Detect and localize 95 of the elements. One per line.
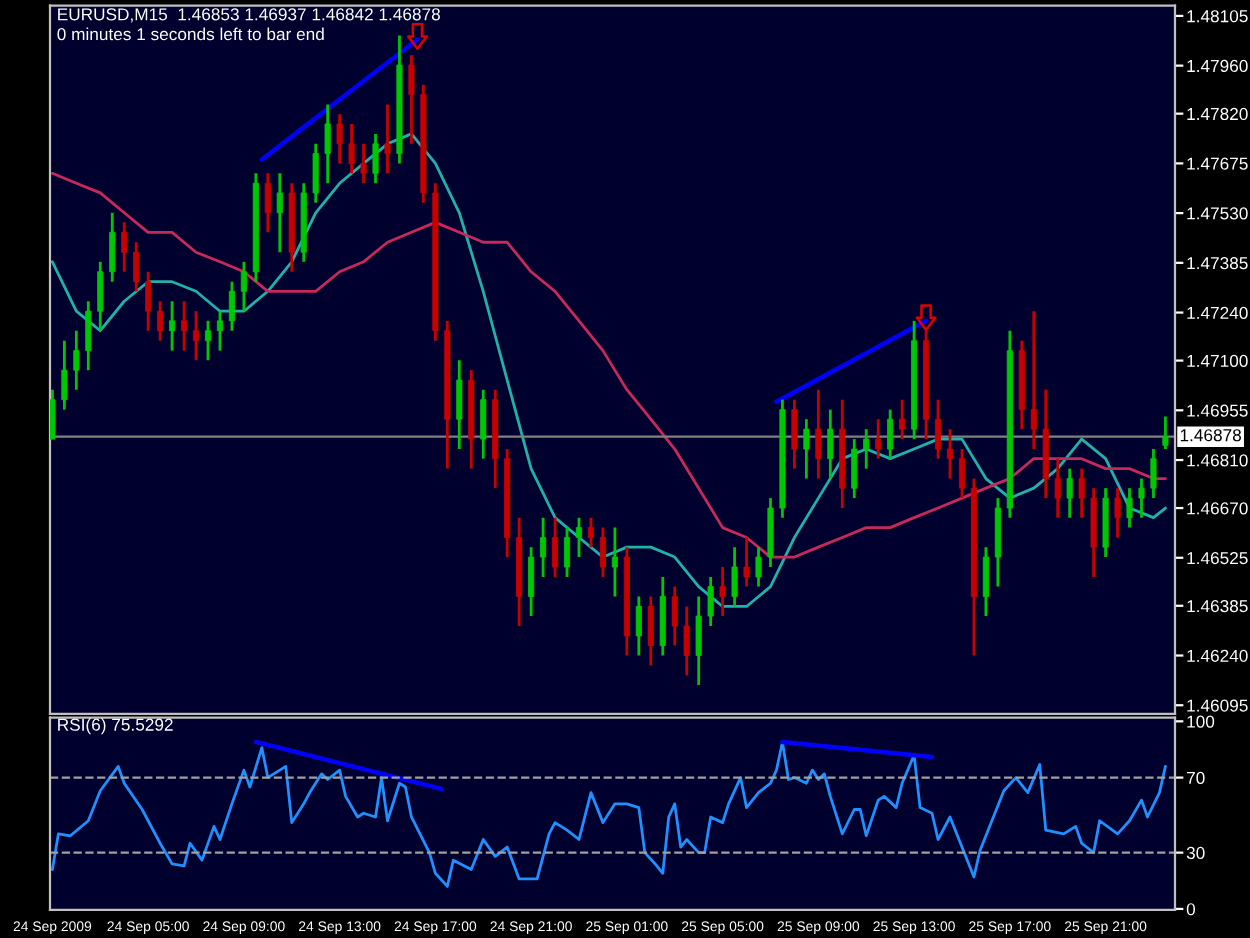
candlestick bbox=[372, 132, 379, 185]
candlestick bbox=[348, 122, 355, 175]
candlestick bbox=[528, 545, 535, 618]
candlestick bbox=[934, 398, 942, 461]
y-tick-label: 1.46240 bbox=[1187, 649, 1248, 662]
candlestick bbox=[635, 595, 642, 657]
candlestick bbox=[863, 427, 870, 470]
candlestick bbox=[169, 299, 176, 353]
candlestick bbox=[575, 516, 583, 559]
candlestick bbox=[851, 437, 858, 500]
candlestick bbox=[671, 585, 678, 647]
candlestick bbox=[109, 211, 116, 284]
candlestick bbox=[647, 595, 654, 667]
candlestick bbox=[73, 329, 80, 392]
candlestick bbox=[121, 220, 128, 274]
candlestick bbox=[1138, 477, 1145, 520]
candlestick bbox=[587, 516, 595, 549]
candlestick bbox=[958, 447, 966, 500]
candlestick bbox=[540, 516, 547, 579]
candlestick bbox=[683, 605, 690, 677]
candlestick bbox=[312, 142, 319, 205]
candlestick bbox=[1054, 457, 1061, 520]
candlestick bbox=[157, 299, 164, 343]
candlestick bbox=[755, 545, 762, 588]
candlestick bbox=[1162, 415, 1169, 451]
candlestick bbox=[360, 142, 367, 185]
candlestick bbox=[180, 299, 188, 353]
candlestick bbox=[133, 240, 140, 293]
candlestick bbox=[731, 545, 738, 608]
candlestick bbox=[875, 417, 882, 461]
candlestick bbox=[899, 398, 906, 441]
candlestick bbox=[216, 309, 223, 353]
candlestick bbox=[145, 270, 152, 333]
candlestick bbox=[61, 339, 68, 412]
candlestick bbox=[827, 408, 834, 480]
candlestick bbox=[50, 388, 56, 441]
y-tick-label: 1.47820 bbox=[1187, 107, 1248, 121]
candlestick bbox=[803, 417, 810, 480]
candlestick bbox=[336, 112, 343, 165]
candlestick bbox=[97, 260, 104, 333]
candlestick bbox=[695, 595, 702, 687]
candlestick bbox=[552, 516, 559, 579]
candlestick bbox=[719, 565, 726, 618]
y-tick-label: 1.46670 bbox=[1187, 502, 1248, 515]
candlestick bbox=[707, 575, 714, 628]
candlestick bbox=[192, 309, 200, 362]
y-tick-label: 1.47960 bbox=[1187, 59, 1248, 73]
candlestick bbox=[384, 103, 391, 175]
y-tick-label: 100 bbox=[1187, 715, 1215, 728]
y-tick-label: 1.46955 bbox=[1187, 404, 1248, 417]
candlestick bbox=[887, 408, 894, 461]
candlestick bbox=[815, 388, 822, 480]
candlestick bbox=[599, 526, 606, 579]
candlestick bbox=[743, 536, 750, 588]
y-tick-label: 1.47385 bbox=[1187, 257, 1248, 270]
candlestick bbox=[204, 319, 212, 362]
candlestick bbox=[480, 388, 487, 461]
candlestick bbox=[264, 171, 271, 234]
annotation: RSI(6) 75.5292 bbox=[58, 718, 173, 735]
candlestick bbox=[240, 260, 247, 313]
y-tick-label: 1.46095 bbox=[1187, 699, 1248, 712]
candlestick bbox=[791, 398, 798, 470]
candlestick bbox=[456, 358, 463, 451]
candlestick bbox=[563, 526, 571, 579]
y-tick-label: 70 bbox=[1186, 771, 1205, 785]
annotation: 0 minutes 1 seconds left to bar end bbox=[57, 27, 324, 41]
y-tick-label: 30 bbox=[1186, 846, 1205, 860]
candlestick bbox=[1030, 309, 1037, 451]
ref-line-label: 1.46878 bbox=[1180, 429, 1241, 442]
candlestick bbox=[276, 171, 283, 254]
y-tick-label: 1.47240 bbox=[1187, 306, 1248, 319]
candlestick bbox=[611, 526, 618, 598]
y-tick-label: 0 bbox=[1186, 903, 1196, 916]
y-tick-label: 1.46385 bbox=[1187, 600, 1248, 613]
candlestick bbox=[946, 427, 954, 480]
candlestick bbox=[1066, 467, 1073, 520]
line-series bbox=[51, 740, 1167, 888]
line-series bbox=[51, 171, 1167, 559]
candlestick bbox=[228, 280, 235, 333]
candlestick bbox=[1114, 486, 1121, 539]
candlestick bbox=[408, 53, 415, 146]
candlestick bbox=[1126, 486, 1133, 529]
y-tick-label: 1.47530 bbox=[1187, 207, 1248, 220]
candlestick bbox=[85, 299, 92, 372]
line-series bbox=[51, 132, 1167, 608]
y-tick-label: 1.47675 bbox=[1187, 157, 1248, 170]
candlestick bbox=[982, 545, 989, 618]
y-tick-label: 1.46810 bbox=[1187, 454, 1248, 467]
annotation: EURUSD,M15 1.46853 1.46937 1.46842 1.46878 bbox=[58, 8, 440, 23]
candlestick bbox=[1150, 447, 1157, 500]
y-tick-label: 1.46525 bbox=[1187, 551, 1248, 565]
y-tick-label: 1.47100 bbox=[1187, 354, 1248, 367]
y-tick-label: 1.48105 bbox=[1187, 10, 1248, 23]
candlestick bbox=[324, 103, 331, 185]
candlestick bbox=[1078, 467, 1085, 520]
